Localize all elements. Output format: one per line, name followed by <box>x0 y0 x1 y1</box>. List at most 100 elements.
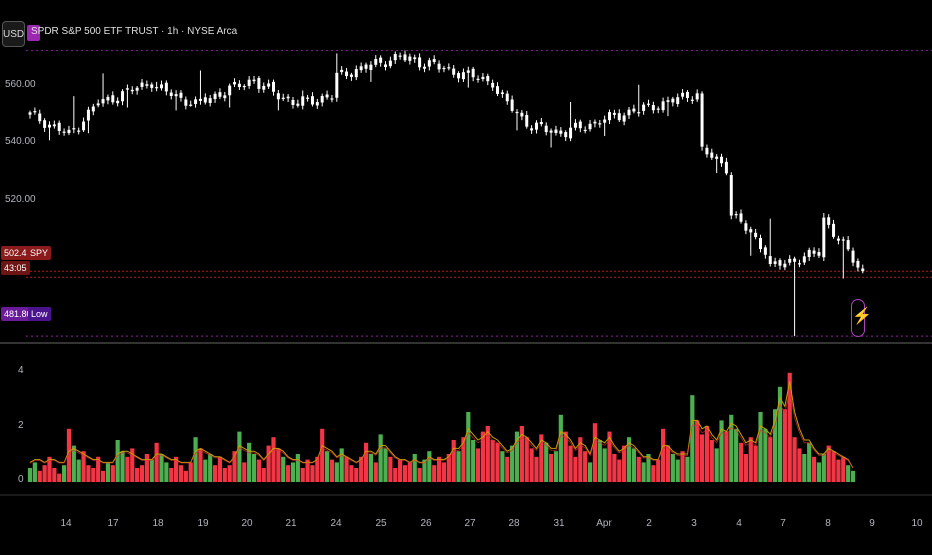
candle <box>452 68 456 75</box>
candle <box>306 97 310 99</box>
candle <box>749 229 753 233</box>
candle <box>763 247 767 255</box>
symbol-badge[interactable] <box>27 25 40 41</box>
candle <box>57 122 61 131</box>
x-tick-label: 9 <box>869 518 875 529</box>
volume-bar <box>485 426 490 482</box>
volume-bar <box>553 451 559 482</box>
candle <box>554 129 558 133</box>
candle <box>583 129 587 132</box>
volume-bar <box>159 454 164 482</box>
volume-bar <box>451 440 456 482</box>
x-tick-label: 3 <box>691 518 697 529</box>
candle <box>861 268 865 272</box>
candle <box>520 112 524 117</box>
volume-bar <box>174 456 179 482</box>
volume-bar <box>86 465 91 482</box>
volume-bar <box>227 465 232 482</box>
volume-bar <box>841 456 846 482</box>
volume-bar <box>665 445 671 482</box>
candle <box>33 111 37 113</box>
candle <box>257 78 261 89</box>
volume-bar <box>183 470 188 482</box>
volume-bar <box>797 448 802 482</box>
volume-bar <box>427 451 432 482</box>
candle <box>549 130 553 133</box>
candle <box>345 71 349 77</box>
volume-bar <box>247 442 252 482</box>
x-tick-label: 27 <box>464 518 476 529</box>
volume-bar <box>105 462 111 482</box>
candle <box>797 263 801 265</box>
volume-bar <box>787 372 792 482</box>
volume-bar <box>510 445 515 482</box>
candle <box>476 78 480 80</box>
volume-bar <box>32 462 37 482</box>
volume-bar <box>115 440 120 482</box>
x-tick-label: 18 <box>152 518 164 529</box>
candle <box>325 94 329 98</box>
volume-bar <box>524 437 529 482</box>
volume-bar <box>475 448 481 482</box>
x-tick-label: Apr <box>596 518 612 529</box>
candle <box>603 119 607 123</box>
volume-bar <box>709 440 714 482</box>
candle <box>569 127 573 139</box>
volume-bar <box>286 465 291 482</box>
volume-bar <box>144 454 149 482</box>
volume-bar <box>446 454 451 482</box>
candle <box>588 123 592 130</box>
candle <box>534 122 538 130</box>
lightning-icon[interactable]: ⚡ <box>851 299 872 337</box>
volume-bar <box>519 426 524 482</box>
candle <box>223 95 227 99</box>
volume-bar <box>661 428 666 482</box>
candle <box>106 96 110 101</box>
candle <box>276 93 280 100</box>
candle <box>525 114 529 127</box>
volume-bar <box>378 434 383 482</box>
candle <box>145 84 149 86</box>
volume-bar <box>558 414 563 482</box>
candle <box>724 161 728 174</box>
volume-bar <box>729 414 734 482</box>
currency-button[interactable]: USD <box>2 21 25 47</box>
candle <box>418 57 422 68</box>
candle <box>685 91 689 98</box>
volume-bar <box>242 462 247 482</box>
candle <box>778 260 782 266</box>
volume-bar <box>743 454 748 482</box>
candle <box>379 57 383 63</box>
candle <box>374 58 378 65</box>
volume-bar <box>373 462 378 482</box>
volume-bar <box>251 454 257 482</box>
candle <box>676 97 680 104</box>
volume-bar <box>704 426 710 482</box>
volume-bar <box>685 456 690 482</box>
candle <box>384 64 388 68</box>
x-tick-label: 26 <box>420 518 432 529</box>
candle <box>642 104 646 111</box>
volume-bar <box>690 395 695 482</box>
volume-bar <box>281 456 286 482</box>
volume-bar <box>188 462 193 482</box>
candle <box>320 95 324 103</box>
x-tick-label: 2 <box>646 518 652 529</box>
volume-bar <box>363 442 369 482</box>
volume-bar <box>695 420 700 482</box>
volume-bar <box>622 445 627 482</box>
x-tick-label: 20 <box>241 518 253 529</box>
volume-bar <box>71 445 76 482</box>
candle <box>856 260 860 268</box>
candle <box>301 96 305 106</box>
y-tick-label: 560.00 <box>5 79 36 90</box>
volume-bar <box>61 465 67 482</box>
candle <box>544 125 548 133</box>
volume-y-tick: 2 <box>18 420 24 431</box>
volume-bar <box>135 468 140 482</box>
volume-bar <box>539 434 544 482</box>
volume-bar <box>490 440 495 482</box>
candle <box>150 84 154 88</box>
